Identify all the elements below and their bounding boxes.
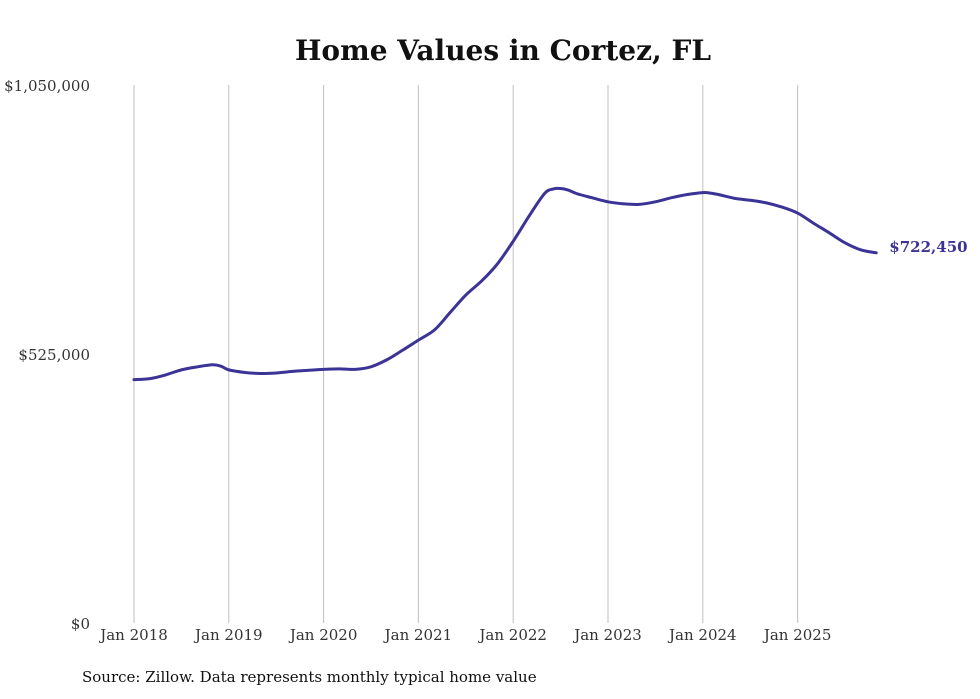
- x-tick-label: Jan 2021: [383, 626, 453, 644]
- x-tick-label: Jan 2022: [477, 626, 547, 644]
- x-axis-ticks: Jan 2018 Jan 2019 Jan 2020 Jan 2021 Jan 2022…: [98, 626, 831, 644]
- y-tick-label: $525,000: [18, 346, 90, 364]
- x-tick-label: Jan 2023: [572, 626, 642, 644]
- source-note: Source: Zillow. Data represents monthly …: [82, 668, 537, 686]
- chart-title: Home Values in Cortez, FL: [295, 34, 711, 67]
- x-tick-label: Jan 2025: [762, 626, 832, 644]
- y-tick-label: $0: [71, 615, 90, 633]
- x-tick-label: Jan 2019: [193, 626, 263, 644]
- series-line: [132, 186, 878, 382]
- x-tick-label: Jan 2020: [288, 626, 358, 644]
- x-tick-label: Jan 2024: [667, 626, 737, 644]
- y-tick-label: $1,050,000: [4, 77, 90, 95]
- gridlines: [133, 85, 799, 623]
- y-axis-ticks: $0 $525,000 $1,050,000: [4, 77, 90, 633]
- series-layer: $722,450: [132, 186, 968, 382]
- x-tick-label: Jan 2018: [98, 626, 168, 644]
- end-value-label: $722,450: [889, 238, 967, 256]
